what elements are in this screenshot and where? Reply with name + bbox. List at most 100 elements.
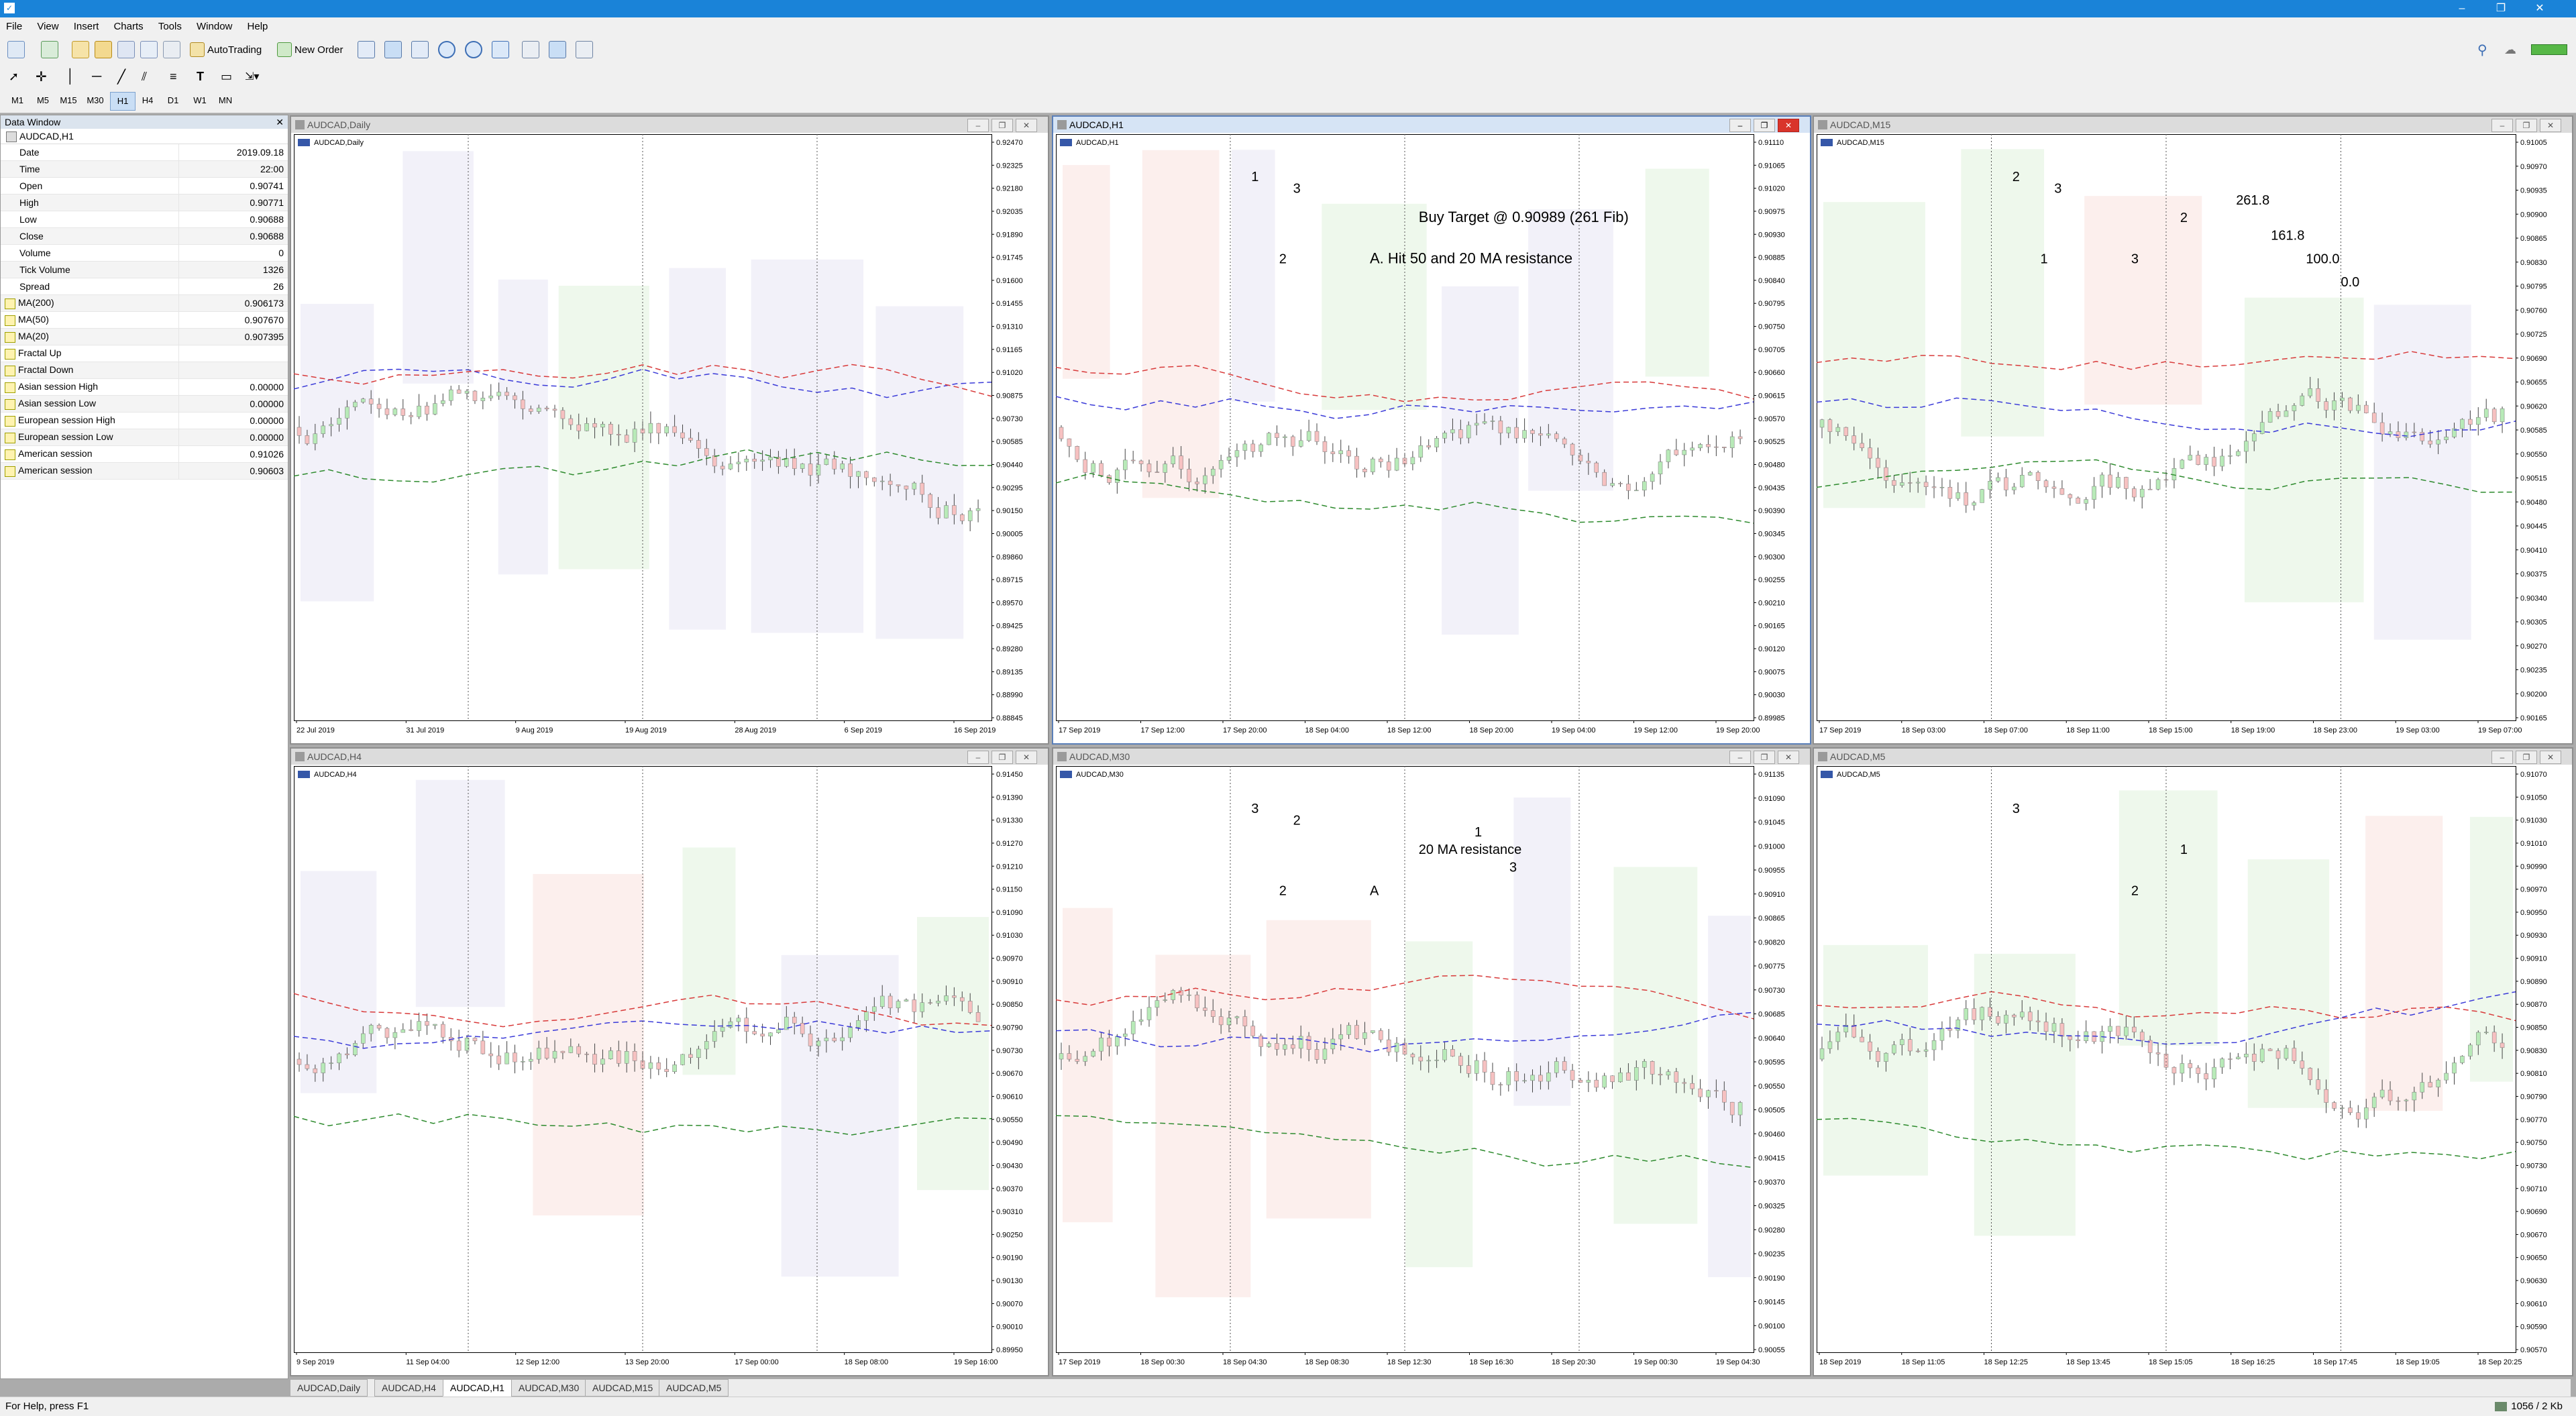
timeframe-d1[interactable]: D1 bbox=[167, 95, 179, 105]
bar-chart-button[interactable] bbox=[356, 40, 377, 60]
chart-maximize-button[interactable]: ❐ bbox=[991, 119, 1013, 132]
chart-minimize-button[interactable]: – bbox=[967, 751, 989, 764]
signals-button[interactable] bbox=[161, 40, 182, 60]
chart-tab[interactable]: AUDCAD,M15 bbox=[585, 1379, 661, 1397]
chart-minimize-button[interactable]: – bbox=[1729, 751, 1751, 764]
trendline-tool[interactable]: ╱ bbox=[115, 66, 127, 87]
price-tick-label: 0.90515 bbox=[2520, 475, 2547, 483]
chart-area[interactable]: AUDCAD,Daily 0.92470 0.92325 0.92180 0.92035… bbox=[294, 134, 1045, 741]
new-order-button[interactable]: New Order bbox=[275, 40, 345, 60]
line-chart-button[interactable] bbox=[409, 40, 431, 60]
menu-tools[interactable]: Tools bbox=[158, 21, 182, 32]
price-chart[interactable]: AUDCAD,Daily 0.92470 0.92325 0.92180 0.92035… bbox=[294, 134, 1045, 741]
chart-window-titlebar[interactable]: AUDCAD,H4 – ❐ ✕ bbox=[291, 749, 1048, 765]
timeframe-m30[interactable]: M30 bbox=[87, 95, 104, 105]
minimize-button[interactable]: – bbox=[2459, 3, 2465, 14]
menu-view[interactable]: View bbox=[37, 21, 59, 32]
chart-minimize-button[interactable]: – bbox=[1729, 119, 1751, 132]
chart-area[interactable]: AUDCAD,M15 0.91005 0.90970 0.90935 0.90900 0.… bbox=[1817, 134, 2569, 741]
menu-insert[interactable]: Insert bbox=[73, 21, 99, 32]
terminal-button[interactable] bbox=[138, 40, 160, 60]
timeframe-h4[interactable]: H4 bbox=[142, 95, 154, 105]
menu-help[interactable]: Help bbox=[247, 21, 268, 32]
chart-window[interactable]: AUDCAD,H1 – ❐ ✕ AUDCAD,H1 0.91110 0.91065 0.910… bbox=[1052, 115, 1811, 745]
timeframe-m1[interactable]: M1 bbox=[11, 95, 24, 105]
chart-area[interactable]: AUDCAD,M30 0.91135 0.91090 0.91045 0.91000 0.… bbox=[1056, 766, 1807, 1372]
menu-file[interactable]: File bbox=[6, 21, 23, 32]
chart-window-titlebar[interactable]: AUDCAD,Daily – ❐ ✕ bbox=[291, 117, 1048, 133]
chart-close-button[interactable]: ✕ bbox=[2540, 751, 2561, 764]
chart-minimize-button[interactable]: – bbox=[2491, 751, 2513, 764]
chart-close-button[interactable]: ✕ bbox=[1778, 119, 1799, 132]
chart-minimize-button[interactable]: – bbox=[2491, 119, 2513, 132]
chart-close-button[interactable]: ✕ bbox=[1016, 751, 1037, 764]
text-tool[interactable]: T bbox=[195, 66, 206, 87]
chart-area[interactable]: AUDCAD,M5 0.91070 0.91050 0.91030 0.91010 0.9… bbox=[1817, 766, 2569, 1372]
timeframe-mn[interactable]: MN bbox=[218, 95, 233, 105]
chat-button[interactable]: ☁ bbox=[2502, 40, 2518, 60]
price-chart[interactable]: AUDCAD,M30 0.91135 0.91090 0.91045 0.91000 0.… bbox=[1056, 766, 1807, 1372]
chart-window-titlebar[interactable]: AUDCAD,M15 – ❐ ✕ bbox=[1814, 117, 2572, 133]
chart-area[interactable]: AUDCAD,H4 0.91450 0.91390 0.91330 0.91270 0.9… bbox=[294, 766, 1045, 1372]
chart-close-button[interactable]: ✕ bbox=[1778, 751, 1799, 764]
new-chart-button[interactable] bbox=[5, 40, 27, 60]
chart-maximize-button[interactable]: ❐ bbox=[1754, 751, 1775, 764]
arrows-tool[interactable]: ⇲▾ bbox=[243, 66, 261, 87]
chart-tab[interactable]: AUDCAD,H4 bbox=[374, 1379, 443, 1397]
price-chart[interactable]: AUDCAD,H4 0.91450 0.91390 0.91330 0.91270 0.9… bbox=[294, 766, 1045, 1372]
price-chart[interactable]: AUDCAD,M15 0.91005 0.90970 0.90935 0.90900 0.… bbox=[1817, 134, 2569, 741]
autotrading-button[interactable]: AutoTrading bbox=[188, 40, 264, 60]
chart-close-button[interactable]: ✕ bbox=[1016, 119, 1037, 132]
chart-tab[interactable]: AUDCAD,Daily bbox=[290, 1379, 368, 1397]
menu-charts[interactable]: Charts bbox=[113, 21, 144, 32]
candle-body bbox=[1322, 1048, 1328, 1060]
chart-maximize-button[interactable]: ❐ bbox=[1754, 119, 1775, 132]
menu-window[interactable]: Window bbox=[197, 21, 233, 32]
chart-window[interactable]: AUDCAD,M5 – ❐ ✕ AUDCAD,M5 0.91070 0.91050 0.910… bbox=[1813, 747, 2573, 1376]
close-button[interactable]: ✕ bbox=[2535, 3, 2544, 14]
chart-window-titlebar[interactable]: AUDCAD,M30 – ❐ ✕ bbox=[1053, 749, 1810, 765]
chart-window[interactable]: AUDCAD,M15 – ❐ ✕ AUDCAD,M15 0.91005 0.90970 0.9… bbox=[1813, 115, 2573, 745]
timeframe-w1[interactable]: W1 bbox=[193, 95, 207, 105]
chart-maximize-button[interactable]: ❐ bbox=[2516, 119, 2537, 132]
chart-window[interactable]: AUDCAD,H4 – ❐ ✕ AUDCAD,H4 0.91450 0.91390 0.913… bbox=[290, 747, 1049, 1376]
channel-tool[interactable]: ⫽ bbox=[140, 66, 149, 87]
profiles-button[interactable] bbox=[39, 40, 60, 60]
price-chart[interactable]: AUDCAD,M5 0.91070 0.91050 0.91030 0.91010 0.9… bbox=[1817, 766, 2569, 1372]
vertical-line-tool[interactable]: │ bbox=[64, 66, 77, 87]
cursor-tool[interactable]: ➚ bbox=[7, 66, 21, 87]
chart-minimize-button[interactable]: – bbox=[967, 119, 989, 132]
data-window-button[interactable] bbox=[93, 40, 114, 60]
chart-shift-button[interactable] bbox=[547, 40, 568, 60]
crosshair-tool[interactable]: ✛ bbox=[34, 66, 49, 87]
navigator-button[interactable] bbox=[115, 40, 137, 60]
chart-tab[interactable]: AUDCAD,M30 bbox=[511, 1379, 587, 1397]
chart-maximize-button[interactable]: ❐ bbox=[2516, 751, 2537, 764]
chart-window[interactable]: AUDCAD,M30 – ❐ ✕ AUDCAD,M30 0.91135 0.91090 0.9… bbox=[1052, 747, 1811, 1376]
restore-button[interactable]: ❐ bbox=[2496, 3, 2506, 14]
chart-window-titlebar[interactable]: AUDCAD,M5 – ❐ ✕ bbox=[1814, 749, 2572, 765]
price-chart[interactable]: AUDCAD,H1 0.91110 0.91065 0.91020 0.90975 0.9… bbox=[1056, 134, 1807, 741]
chart-maximize-button[interactable]: ❐ bbox=[991, 751, 1013, 764]
chart-area[interactable]: AUDCAD,H1 0.91110 0.91065 0.91020 0.90975 0.9… bbox=[1056, 134, 1807, 741]
label-tool[interactable]: ▭ bbox=[219, 66, 234, 87]
chart-window[interactable]: AUDCAD,Daily – ❐ ✕ AUDCAD,Daily 0.92470 0.9232… bbox=[290, 115, 1049, 745]
indicators-button[interactable] bbox=[574, 40, 595, 60]
timeframe-m5[interactable]: M5 bbox=[36, 95, 50, 105]
chart-tab[interactable]: AUDCAD,M5 bbox=[659, 1379, 729, 1397]
fibonacci-tool[interactable]: ≡ bbox=[168, 66, 179, 87]
tile-windows-button[interactable] bbox=[490, 40, 511, 60]
chart-window-titlebar[interactable]: AUDCAD,H1 – ❐ ✕ bbox=[1053, 117, 1810, 133]
close-icon[interactable]: ✕ bbox=[276, 117, 284, 127]
timeframe-h1[interactable]: H1 bbox=[110, 92, 136, 111]
autoscroll-button[interactable] bbox=[520, 40, 541, 60]
zoom-out-button[interactable] bbox=[463, 40, 484, 60]
search-button[interactable]: ⚲ bbox=[2475, 40, 2489, 60]
chart-close-button[interactable]: ✕ bbox=[2540, 119, 2561, 132]
candle-chart-button[interactable] bbox=[382, 40, 404, 60]
timeframe-m15[interactable]: M15 bbox=[60, 95, 77, 105]
horizontal-line-tool[interactable]: ─ bbox=[90, 66, 103, 87]
zoom-in-button[interactable] bbox=[436, 40, 458, 60]
chart-tab[interactable]: AUDCAD,H1 bbox=[443, 1379, 512, 1397]
market-watch-button[interactable] bbox=[70, 40, 91, 60]
